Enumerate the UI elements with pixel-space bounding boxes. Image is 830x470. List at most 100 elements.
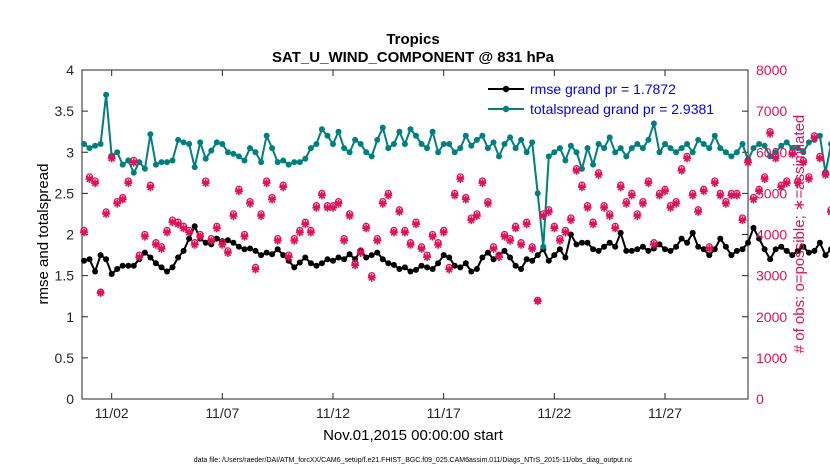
data-point xyxy=(451,262,458,269)
obs-assimilated-marker xyxy=(384,191,393,200)
data-point xyxy=(180,247,187,254)
data-point xyxy=(175,254,182,261)
obs-assimilated-marker xyxy=(301,220,310,229)
y-right-tick-label: 2000 xyxy=(756,309,787,325)
obs-assimilated-marker xyxy=(218,240,227,249)
data-point xyxy=(711,246,718,253)
obs-assimilated-marker xyxy=(201,179,210,188)
obs-assimilated-marker xyxy=(334,199,343,208)
y-left-tick-label: 4 xyxy=(66,62,74,78)
data-point xyxy=(457,145,464,152)
data-point xyxy=(285,161,292,168)
data-point xyxy=(81,257,87,264)
data-point xyxy=(418,141,425,147)
data-point xyxy=(296,159,303,166)
y-right-tick-label: 6000 xyxy=(756,144,787,160)
data-point xyxy=(125,262,132,269)
data-point xyxy=(639,243,646,250)
data-point xyxy=(363,254,370,261)
obs-assimilated-marker xyxy=(489,244,498,253)
y-left-tick-label: 2.5 xyxy=(55,185,75,201)
data-point xyxy=(695,136,702,143)
data-point xyxy=(219,141,226,147)
obs-assimilated-marker xyxy=(771,154,780,163)
data-point xyxy=(673,243,680,250)
obs-assimilated-marker xyxy=(749,195,758,204)
y-right-tick-label: 3000 xyxy=(756,268,787,284)
obs-assimilated-marker xyxy=(472,212,481,220)
data-point xyxy=(805,139,812,146)
data-point xyxy=(794,247,801,254)
obs-assimilated-marker xyxy=(262,179,271,188)
data-point xyxy=(413,266,419,273)
data-point xyxy=(479,132,486,139)
obs-assimilated-marker xyxy=(251,265,260,274)
legend-totalspread-label: totalspread grand pr = 2.9381 xyxy=(530,101,714,117)
data-point xyxy=(523,256,530,263)
series-layer xyxy=(80,91,830,306)
obs-assimilated-marker xyxy=(306,228,315,237)
data-point xyxy=(717,235,724,242)
obs-assimilated-marker xyxy=(290,236,299,245)
data-point xyxy=(667,247,674,254)
data-point xyxy=(235,153,242,160)
obs-assimilated-marker xyxy=(738,216,747,225)
data-point xyxy=(457,264,464,271)
data-point xyxy=(330,257,336,264)
data-point xyxy=(617,229,624,236)
data-point xyxy=(241,246,248,253)
y-right-tick-label: 5000 xyxy=(756,185,787,201)
data-point xyxy=(728,153,735,160)
data-point xyxy=(291,159,298,166)
data-point xyxy=(628,145,635,152)
data-point xyxy=(318,126,325,133)
obs-assimilated-marker xyxy=(649,240,658,249)
data-point xyxy=(606,134,613,141)
series-obs-assimilated xyxy=(80,129,830,306)
obs-assimilated-marker xyxy=(85,175,94,183)
data-point xyxy=(562,157,569,164)
data-point xyxy=(584,145,591,152)
legend-rmse-marker xyxy=(502,85,510,93)
data-point xyxy=(783,139,790,146)
obs-assimilated-marker xyxy=(644,179,653,188)
data-point xyxy=(639,145,646,152)
data-point xyxy=(341,145,348,152)
data-point xyxy=(623,247,630,254)
data-point xyxy=(501,247,508,254)
data-point xyxy=(385,260,392,267)
data-point xyxy=(119,161,126,168)
data-point xyxy=(706,252,713,259)
data-point xyxy=(230,239,237,246)
obs-assimilated-marker xyxy=(400,228,409,237)
obs-assimilated-marker xyxy=(550,224,559,233)
x-axis-label: Nov.01,2015 00:00:00 start xyxy=(323,427,504,444)
data-point xyxy=(368,153,375,160)
data-point xyxy=(346,149,353,156)
obs-assimilated-marker xyxy=(356,249,365,257)
data-point xyxy=(152,161,159,168)
data-point xyxy=(114,266,121,272)
obs-assimilated-marker xyxy=(240,232,249,241)
data-point xyxy=(800,243,807,250)
obs-assimilated-marker xyxy=(793,179,802,188)
data-point xyxy=(739,246,746,253)
x-tick-label: 11/02 xyxy=(95,405,129,421)
data-point xyxy=(424,264,431,271)
obs-assimilated-marker xyxy=(340,236,349,245)
data-point xyxy=(689,149,696,156)
data-point xyxy=(429,128,436,135)
data-point xyxy=(750,145,757,152)
data-point xyxy=(401,264,408,271)
obs-assimilated-marker xyxy=(212,224,221,233)
data-point xyxy=(816,239,823,246)
data-point xyxy=(518,136,525,143)
data-file-footnote: data file: /Users/raeder/DAI/ATM_forcXX/… xyxy=(194,457,633,464)
y-right-tick-label: 8000 xyxy=(756,62,787,78)
data-point xyxy=(164,159,170,166)
data-point xyxy=(473,266,480,272)
data-point xyxy=(523,149,530,156)
data-point xyxy=(103,256,110,263)
data-point xyxy=(667,145,674,152)
